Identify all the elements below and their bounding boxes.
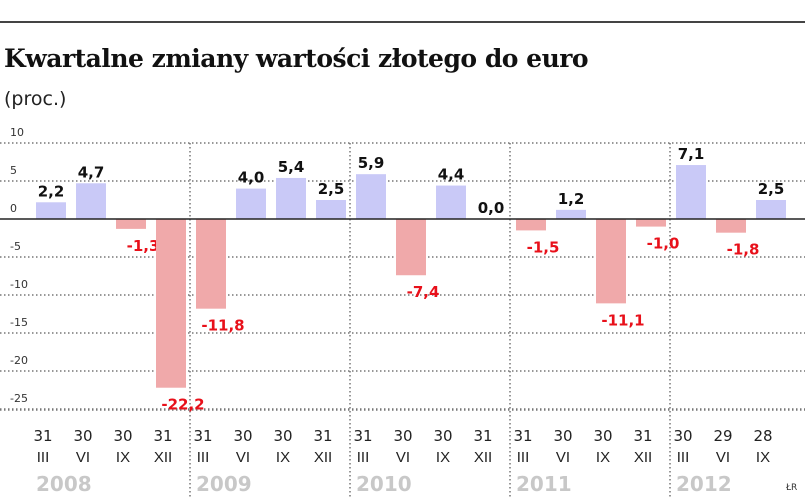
x-tick-month: XII: [474, 449, 492, 466]
x-tick-day: 31: [513, 427, 532, 445]
x-tick-month: IX: [116, 449, 130, 466]
x-tick-month: VI: [396, 449, 410, 466]
x-tick-day: 31: [353, 427, 372, 445]
x-tick-day: 30: [273, 427, 292, 445]
data-label: 7,1: [678, 145, 705, 163]
bar: [436, 185, 466, 219]
x-tick-month: XII: [154, 449, 172, 466]
year-label: 2009: [196, 472, 252, 496]
x-tick-day: 29: [713, 427, 732, 445]
x-tick-day: 31: [33, 427, 52, 445]
data-label: -7,4: [407, 283, 440, 301]
x-tick-day: 31: [633, 427, 652, 445]
y-tick-label: -20: [10, 354, 28, 367]
x-tick-day: 30: [433, 427, 452, 445]
data-label: 5,4: [278, 158, 305, 176]
x-tick-day: 31: [473, 427, 492, 445]
y-tick-label: -25: [10, 392, 28, 405]
x-tick-month: IX: [436, 449, 450, 466]
x-tick-month: III: [517, 449, 530, 466]
x-tick-month: VI: [556, 449, 570, 466]
year-label: 2011: [516, 472, 572, 496]
x-tick-month: IX: [276, 449, 290, 466]
y-tick-label: 0: [10, 202, 17, 215]
data-label: -1,5: [527, 238, 560, 256]
data-label: -1,0: [647, 235, 680, 253]
data-label: 1,2: [558, 190, 585, 208]
x-tick-day: 31: [193, 427, 212, 445]
bar: [636, 219, 666, 227]
bar: [116, 219, 146, 229]
y-tick-label: 5: [10, 164, 17, 177]
bar: [756, 200, 786, 219]
x-tick-day: 31: [153, 427, 172, 445]
y-tick-label: -5: [10, 240, 21, 253]
chart-title: Kwartalne zmiany wartości złotego do eur…: [4, 44, 589, 73]
x-tick-day: 30: [393, 427, 412, 445]
bar: [276, 177, 306, 219]
x-tick-month: III: [37, 449, 50, 466]
x-tick-month: III: [197, 449, 210, 466]
bar: [556, 209, 586, 219]
x-tick-month: XII: [314, 449, 332, 466]
bar: [316, 200, 346, 219]
x-tick-month: VI: [236, 449, 250, 466]
data-label: 4,7: [78, 163, 105, 181]
year-label: 2012: [676, 472, 732, 496]
data-label: -22,2: [161, 396, 204, 414]
x-tick-day: 30: [233, 427, 252, 445]
x-tick-day: 30: [553, 427, 572, 445]
x-tick-day: 30: [73, 427, 92, 445]
bar: [716, 219, 746, 233]
x-tick-day: 30: [673, 427, 692, 445]
y-tick-label: -10: [10, 278, 28, 291]
chart-subtitle: (proc.): [4, 88, 67, 110]
x-tick-month: III: [677, 449, 690, 466]
bar: [396, 219, 426, 276]
x-tick-month: XII: [634, 449, 652, 466]
data-label: -1,8: [727, 241, 760, 259]
data-label: 2,2: [38, 182, 65, 200]
year-label: 2008: [36, 472, 92, 496]
x-tick-day: 30: [113, 427, 132, 445]
data-label: -11,8: [201, 317, 244, 335]
x-tick-month: IX: [756, 449, 770, 466]
bar: [236, 188, 266, 219]
bar: [676, 165, 706, 219]
top-rule: [0, 21, 805, 23]
data-label: -11,1: [601, 311, 644, 329]
bar: [36, 202, 66, 219]
x-tick-month: VI: [716, 449, 730, 466]
bar: [596, 219, 626, 304]
y-tick-label: 10: [10, 126, 24, 139]
data-label: 2,5: [318, 180, 345, 198]
bar: [516, 219, 546, 231]
data-label: 2,5: [758, 180, 785, 198]
bar: [196, 219, 226, 309]
x-tick-day: 30: [593, 427, 612, 445]
x-tick-day: 28: [753, 427, 772, 445]
x-tick-month: III: [357, 449, 370, 466]
y-tick-label: -15: [10, 316, 28, 329]
bar: [356, 174, 386, 219]
x-tick-month: IX: [596, 449, 610, 466]
data-label: -1,3: [127, 237, 160, 255]
x-tick-month: VI: [76, 449, 90, 466]
year-label: 2010: [356, 472, 412, 496]
bar: [156, 219, 186, 388]
data-label: 5,9: [358, 154, 385, 172]
data-label: 0,0: [478, 199, 505, 217]
bar: [76, 183, 106, 219]
data-label: 4,4: [438, 166, 465, 184]
x-tick-day: 31: [313, 427, 332, 445]
credit: ŁR: [785, 483, 797, 493]
data-label: 4,0: [238, 169, 265, 187]
